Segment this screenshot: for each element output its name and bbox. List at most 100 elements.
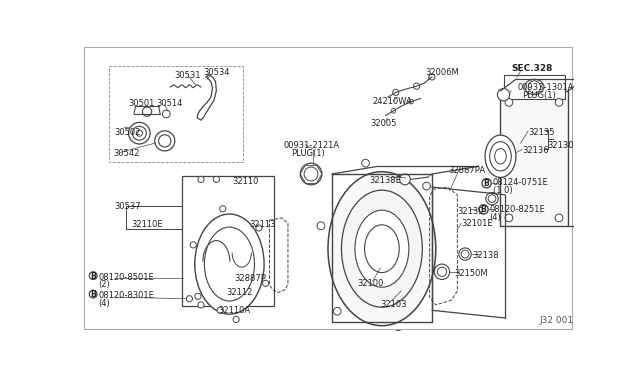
Circle shape (394, 330, 402, 338)
Text: 32130: 32130 (547, 141, 574, 150)
Circle shape (163, 110, 170, 118)
Circle shape (317, 222, 324, 230)
Bar (182, 176, 274, 307)
Circle shape (90, 272, 97, 279)
Circle shape (300, 163, 322, 185)
Text: B: B (484, 179, 490, 188)
Circle shape (262, 280, 269, 286)
Circle shape (190, 242, 196, 248)
Text: 30531: 30531 (174, 71, 200, 80)
Circle shape (439, 268, 447, 275)
Text: PLUG(1): PLUG(1) (291, 150, 324, 158)
Circle shape (399, 174, 410, 185)
Text: 32135: 32135 (528, 128, 555, 137)
Text: (4): (4) (490, 213, 502, 222)
Text: PLUG(1): PLUG(1) (522, 91, 556, 100)
Circle shape (482, 179, 492, 188)
Circle shape (528, 81, 541, 93)
Text: 08124-0751E: 08124-0751E (493, 178, 548, 187)
Text: 30534: 30534 (204, 68, 230, 77)
Circle shape (136, 130, 143, 136)
Text: 32887PA: 32887PA (448, 166, 485, 175)
Ellipse shape (525, 79, 544, 95)
Text: 32103: 32103 (380, 300, 407, 309)
Circle shape (461, 250, 469, 258)
Text: 30537: 30537 (114, 202, 141, 212)
Text: 32006M: 32006M (425, 68, 459, 77)
Text: 30501: 30501 (128, 99, 154, 108)
Circle shape (198, 302, 204, 308)
Ellipse shape (204, 227, 255, 301)
Text: 32887P: 32887P (234, 274, 266, 283)
Circle shape (132, 126, 147, 140)
Text: (4): (4) (99, 299, 110, 308)
Text: 08120-8301E: 08120-8301E (99, 291, 154, 300)
Text: 32100: 32100 (357, 279, 383, 288)
Circle shape (304, 167, 318, 181)
Bar (500, 91, 568, 225)
Circle shape (213, 176, 220, 183)
Circle shape (90, 290, 97, 298)
Circle shape (497, 89, 509, 101)
Text: 32150M: 32150M (454, 269, 488, 278)
Ellipse shape (365, 225, 399, 273)
Text: 32113: 32113 (250, 220, 276, 229)
Text: 30502: 30502 (114, 128, 140, 137)
Circle shape (437, 267, 447, 276)
Circle shape (555, 99, 563, 106)
Circle shape (198, 176, 204, 183)
Circle shape (505, 99, 513, 106)
Ellipse shape (342, 190, 422, 307)
Text: SEC.328: SEC.328 (511, 64, 552, 73)
Text: 32139: 32139 (458, 207, 484, 216)
Circle shape (479, 205, 488, 214)
Circle shape (505, 214, 513, 222)
Bar (109, 66, 243, 163)
Circle shape (486, 192, 498, 205)
Text: B: B (481, 205, 486, 214)
Circle shape (555, 214, 563, 222)
Circle shape (435, 264, 450, 279)
Ellipse shape (328, 172, 436, 326)
Circle shape (362, 159, 369, 167)
Text: 32138: 32138 (473, 251, 499, 260)
Text: 30514: 30514 (156, 99, 182, 108)
Ellipse shape (195, 214, 264, 314)
Circle shape (220, 206, 226, 212)
Circle shape (233, 316, 239, 323)
Text: 08120-8251E: 08120-8251E (490, 205, 545, 214)
Circle shape (393, 89, 399, 96)
Text: 00931-2121A: 00931-2121A (284, 141, 339, 150)
Text: 32101E: 32101E (461, 219, 493, 228)
Text: 32136: 32136 (522, 146, 548, 155)
Circle shape (256, 225, 262, 231)
Text: 32110E: 32110E (132, 220, 163, 229)
Circle shape (422, 182, 430, 190)
Text: 32138E: 32138E (369, 176, 401, 185)
Text: B: B (90, 272, 96, 280)
Circle shape (459, 248, 471, 260)
Ellipse shape (495, 148, 506, 164)
Circle shape (429, 74, 435, 80)
Circle shape (409, 99, 413, 104)
Text: 08120-8501E: 08120-8501E (99, 273, 154, 282)
Ellipse shape (490, 142, 511, 171)
Circle shape (159, 135, 171, 147)
Circle shape (488, 195, 496, 202)
Circle shape (186, 296, 193, 302)
Text: 32112: 32112 (227, 288, 253, 297)
Text: 24210WA: 24210WA (372, 97, 412, 106)
Circle shape (195, 293, 201, 299)
Text: (2): (2) (99, 280, 110, 289)
Text: J32 001: J32 001 (540, 316, 574, 325)
Text: B: B (90, 290, 96, 299)
Circle shape (217, 307, 223, 313)
Text: 00933-1301A: 00933-1301A (517, 83, 574, 92)
Text: (1 0): (1 0) (493, 186, 513, 195)
Bar (504, 76, 565, 99)
Circle shape (143, 107, 152, 116)
Circle shape (413, 83, 420, 89)
Text: 30542: 30542 (113, 150, 140, 158)
Ellipse shape (485, 135, 516, 177)
Text: 32110: 32110 (232, 177, 259, 186)
